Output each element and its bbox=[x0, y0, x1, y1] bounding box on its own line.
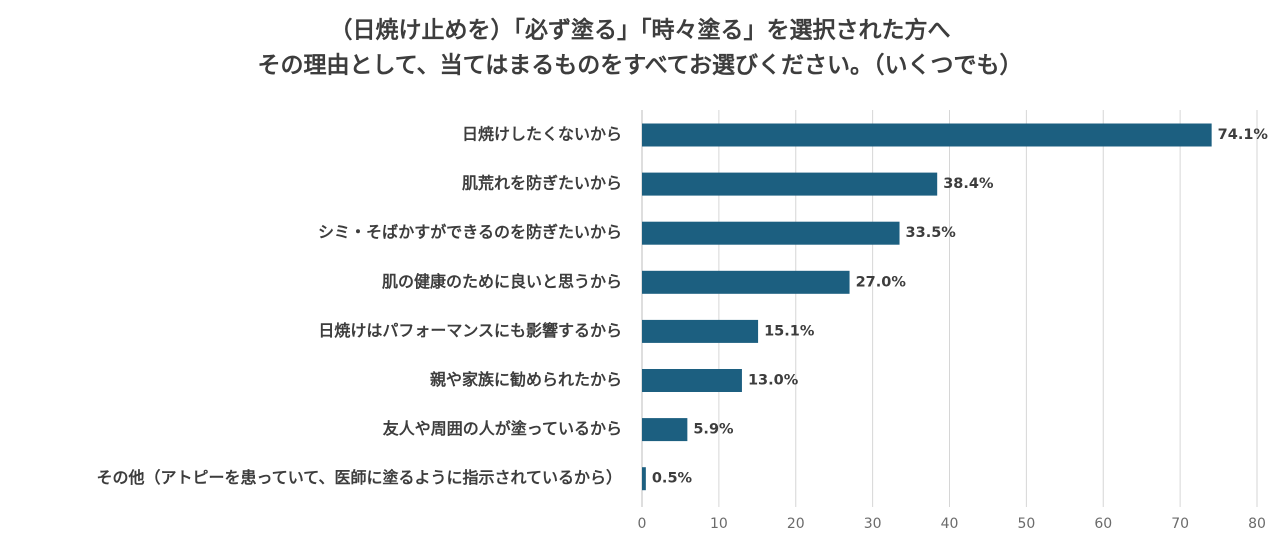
data-labels: 74.1% 38.4% 33.5% 27.0% 15.1% 13.0% 5.9% 0.5% bbox=[652, 127, 1269, 487]
x-tick-label: 30 bbox=[864, 516, 882, 532]
category-label: 日焼けはパフォーマンスにも影響するから bbox=[318, 321, 622, 340]
data-label: 38.4% bbox=[943, 176, 994, 192]
bar bbox=[642, 172, 938, 196]
data-label: 15.1% bbox=[764, 323, 815, 339]
chart-title-line: （日焼け止めを）「必ず塗る」「時々塗る」を選択された方へ bbox=[330, 17, 951, 44]
x-tick-label: 60 bbox=[1094, 516, 1112, 532]
data-label: 74.1% bbox=[1218, 127, 1269, 143]
bar bbox=[642, 270, 850, 294]
data-label: 0.5% bbox=[652, 471, 693, 487]
bar bbox=[642, 418, 688, 442]
x-tick-label: 10 bbox=[710, 516, 728, 532]
x-tick-label: 20 bbox=[787, 516, 805, 532]
category-label: 友人や周囲の人が塗っているから bbox=[383, 419, 622, 438]
bar bbox=[642, 221, 900, 245]
category-label: シミ・そばかすができるのを防ぎたいから bbox=[318, 223, 622, 242]
category-label: その他（アトピーを患っていて、医師に塗るように指示されているから） bbox=[97, 468, 622, 487]
data-label: 13.0% bbox=[748, 373, 799, 389]
data-label: 27.0% bbox=[856, 274, 907, 290]
gridlines bbox=[641, 110, 1258, 507]
x-tick-label: 70 bbox=[1171, 516, 1189, 532]
category-label: 日焼けしたくないから bbox=[462, 125, 622, 144]
category-label: 肌の健康のために良いと思うから bbox=[382, 272, 622, 291]
bars bbox=[642, 123, 1212, 491]
bar bbox=[642, 319, 759, 343]
data-label: 5.9% bbox=[693, 422, 734, 438]
x-tick-label: 80 bbox=[1248, 516, 1266, 532]
x-tick-label: 40 bbox=[941, 516, 959, 532]
chart-title: （日焼け止めを）「必ず塗る」「時々塗る」を選択された方へその理由として、当てはま… bbox=[258, 17, 1023, 79]
bar bbox=[642, 123, 1212, 147]
bar bbox=[642, 369, 742, 392]
x-tick-label: 50 bbox=[1017, 516, 1035, 532]
data-label: 33.5% bbox=[906, 225, 957, 241]
category-label: 親や家族に勧められたから bbox=[430, 370, 622, 389]
category-label: 肌荒れを防ぎたいから bbox=[462, 174, 622, 193]
category-labels: 日焼けしたくないから肌荒れを防ぎたいからシミ・そばかすができるのを防ぎたいから肌… bbox=[97, 125, 622, 488]
x-tick-label: 0 bbox=[638, 516, 647, 532]
x-axis-tick-labels: 0 10 20 30 40 50 60 70 80 bbox=[638, 516, 1266, 532]
bar bbox=[642, 467, 646, 491]
chart-title-line: その理由として、当てはまるものをすべてお選びください。（いくつでも） bbox=[258, 52, 1023, 79]
